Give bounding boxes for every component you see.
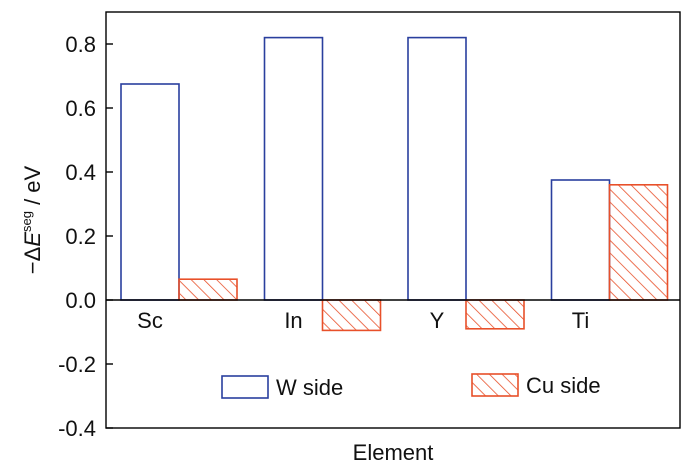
y-tick-label: 0.8	[65, 32, 96, 57]
bar-cu-side-ti	[608, 184, 669, 301]
y-tick-label: 0.6	[65, 96, 96, 121]
bars	[106, 36, 680, 332]
legend-swatch-w-side	[221, 375, 269, 399]
legend-label-cu-side: Cu side	[526, 373, 601, 398]
y-axis-title-superscript: seg	[19, 211, 34, 232]
bar-w-side-sc	[120, 83, 180, 301]
category-label-y: Y	[430, 308, 445, 333]
bar-cu-side-sc	[178, 278, 238, 301]
bar-w-side-in	[263, 36, 324, 301]
y-axis-title-symbol: E	[20, 232, 45, 247]
legend-label-w-side: W side	[276, 375, 343, 400]
y-tick-label: 0.2	[65, 224, 96, 249]
category-label-ti: Ti	[572, 308, 590, 333]
legend-swatch-cu-side	[471, 373, 519, 397]
y-axis-title-prefix: −Δ	[20, 246, 45, 274]
y-axis-title: −ΔEseg / eV	[19, 165, 45, 274]
y-axis-title-unit: / eV	[20, 165, 45, 211]
x-axis-title: Element	[353, 440, 434, 465]
y-axis: -0.4 -0.2 0.0 0.2 0.4 0.6 0.8	[58, 32, 113, 441]
y-tick-label: -0.2	[58, 352, 96, 377]
plot-frame	[105, 11, 681, 429]
bar-w-side-y	[407, 36, 467, 301]
bar-cu-side-in	[321, 299, 382, 332]
category-label-in: In	[284, 308, 302, 333]
y-tick-label: 0.4	[65, 160, 96, 185]
bar-cu-side-y	[465, 299, 525, 330]
y-tick-label: 0.0	[65, 288, 96, 313]
bar-w-side-ti	[550, 179, 611, 301]
x-axis-categories: Sc In Y Ti	[137, 308, 589, 333]
y-tick-label: -0.4	[58, 416, 96, 441]
category-label-sc: Sc	[137, 308, 163, 333]
legend: W side Cu side	[221, 373, 601, 400]
